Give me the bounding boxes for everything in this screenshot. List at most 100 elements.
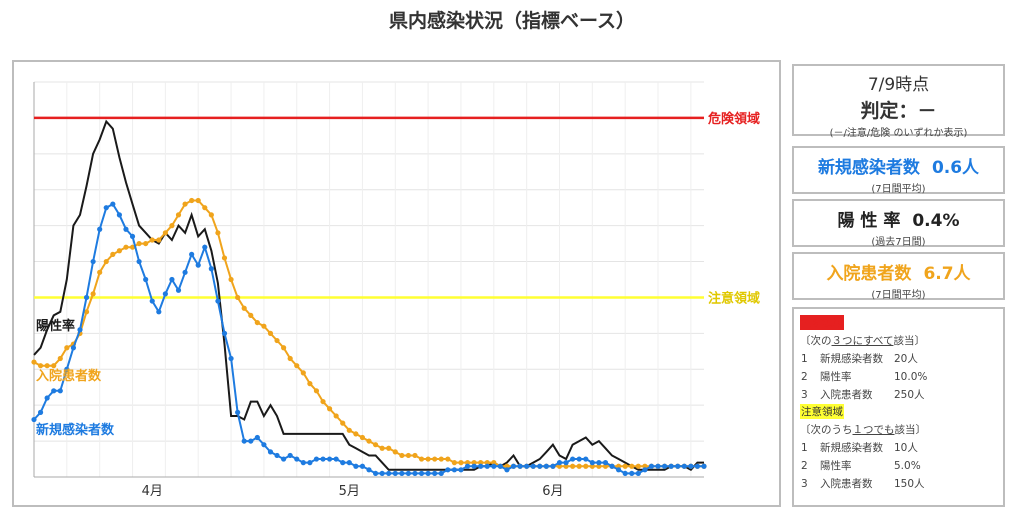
data-point (556, 460, 563, 466)
data-point (189, 197, 195, 204)
data-point (425, 456, 431, 462)
series-label: 入院患者数 (36, 368, 102, 384)
data-point (504, 463, 510, 469)
metric-value: 0.4% (912, 211, 960, 231)
as-of-date: 7/9時点 (867, 75, 930, 95)
data-point (129, 244, 136, 250)
data-point (432, 456, 438, 462)
data-point (110, 201, 116, 207)
data-point (464, 463, 471, 469)
data-point (221, 255, 228, 261)
caution-item: 3 入院患者数 150人 (801, 478, 925, 490)
data-point (458, 460, 464, 466)
data-point (635, 463, 641, 469)
data-point (267, 449, 274, 455)
data-point (156, 309, 162, 315)
metric-label: 入院患者数 (826, 264, 912, 284)
caution-zone-heading: 注意領域 (800, 404, 844, 419)
data-point (287, 452, 293, 459)
judgment: 判定：－ (860, 100, 937, 122)
data-point (162, 230, 168, 236)
data-point (675, 463, 681, 469)
data-point (221, 330, 228, 336)
data-point (583, 456, 589, 462)
data-point (340, 420, 346, 426)
data-point (602, 460, 609, 466)
data-point (681, 463, 687, 469)
series-label: 陽性率 (36, 318, 75, 334)
data-point (353, 463, 359, 469)
danger-condition: 〔次の３つにすべて該当〕 (800, 335, 925, 347)
data-point (504, 467, 510, 473)
data-point (77, 327, 83, 333)
data-point (320, 456, 326, 462)
data-point (189, 251, 195, 257)
metric-value: 6.7人 (923, 264, 971, 284)
data-point (333, 413, 339, 419)
data-point (589, 460, 595, 466)
data-point (143, 276, 149, 283)
data-point (37, 409, 44, 415)
data-point (90, 258, 96, 265)
data-point (116, 248, 122, 254)
danger-item: 3 入院患者数 250人 (801, 389, 925, 401)
data-point (51, 363, 57, 369)
data-point (97, 269, 103, 275)
data-point (451, 460, 457, 466)
data-point (412, 452, 418, 459)
data-point (129, 233, 136, 240)
data-point (379, 470, 385, 477)
data-point (97, 226, 103, 232)
data-point (294, 363, 300, 369)
metric-new-cases: 新規感染者数 0.6人 (7日間平均) (792, 146, 1005, 195)
data-point (313, 388, 320, 394)
data-point (346, 427, 352, 433)
data-point (64, 366, 70, 372)
series-line (33, 202, 704, 475)
data-point (366, 438, 372, 444)
x-tick-label: 6月 (542, 484, 563, 499)
x-tick-label: 4月 (142, 484, 163, 499)
data-point (241, 438, 247, 444)
data-point (313, 456, 320, 462)
data-point (484, 463, 490, 469)
data-point (83, 294, 90, 301)
data-point (110, 251, 116, 257)
data-point (195, 262, 201, 268)
data-point (149, 237, 155, 243)
danger-zone-heading: 危険領域 (800, 315, 844, 330)
data-point (44, 363, 50, 369)
data-point (530, 463, 536, 469)
data-point (267, 330, 274, 336)
data-point (642, 467, 648, 473)
metric-positivity-rate: 陽 性 率 0.4% (過去7日間) (792, 199, 1005, 248)
metric-hospitalized: 入院患者数 6.7人 (7日間平均) (792, 252, 1005, 301)
data-point (464, 460, 471, 466)
data-point (445, 467, 451, 473)
data-point (642, 463, 648, 469)
data-point (484, 460, 490, 466)
data-point (471, 463, 477, 469)
data-point (399, 452, 405, 459)
data-point (31, 416, 37, 423)
data-point (359, 434, 366, 441)
data-point (576, 456, 582, 462)
data-point (537, 463, 543, 469)
data-point (570, 463, 576, 469)
data-point (563, 463, 569, 469)
data-point (616, 467, 622, 473)
data-point (156, 237, 162, 243)
data-point (661, 463, 668, 469)
data-point (445, 456, 451, 462)
data-point (524, 463, 530, 469)
data-point (202, 244, 208, 250)
data-point (491, 463, 497, 469)
data-point (372, 470, 379, 477)
caution-item: 2 陽性率 5.0% (801, 460, 921, 472)
data-point (202, 205, 208, 211)
data-point (688, 463, 694, 469)
data-point (123, 244, 129, 250)
data-point (307, 381, 313, 387)
data-point (556, 463, 563, 469)
data-point (340, 460, 346, 466)
